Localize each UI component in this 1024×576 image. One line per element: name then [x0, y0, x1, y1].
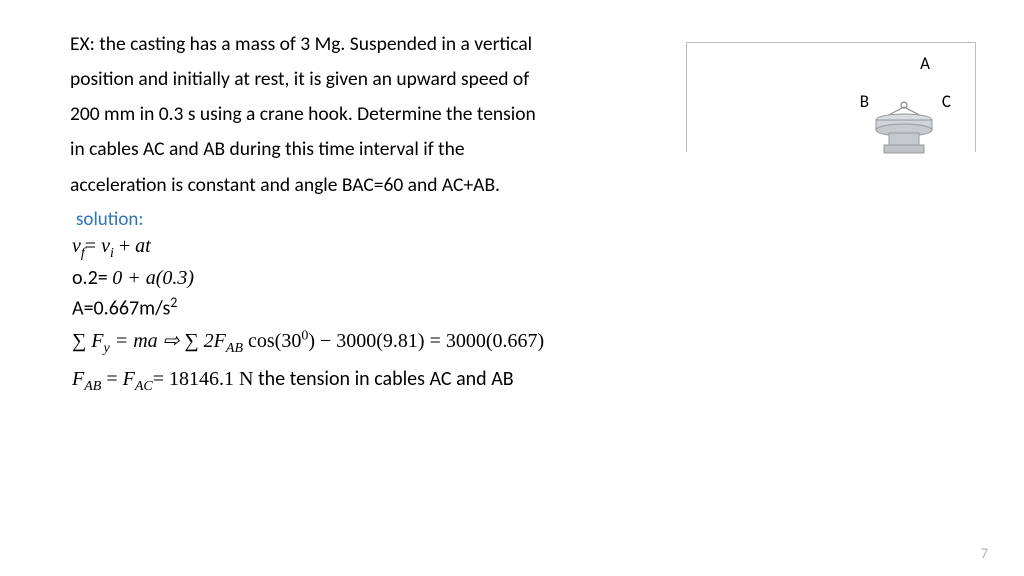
eq-sign: = [85, 235, 101, 257]
sub-AC: AC [135, 379, 153, 394]
var-F: F [91, 330, 103, 352]
plus: + [114, 235, 135, 257]
equation-accel: A=0.667m/s2 [72, 294, 954, 321]
problem-line: acceleration is constant and angle BAC=6… [70, 169, 630, 202]
equation-result: FAB = FAC= 18146.1 N the tension in cabl… [72, 367, 954, 395]
equation-substitution: o.2= 0 + a(0.3) [72, 266, 954, 290]
var-FAC: F [123, 368, 135, 390]
exp-2: 2 [170, 294, 177, 311]
result-val: = 18146.1 N [153, 368, 254, 390]
var-F2: F [214, 330, 226, 352]
label-C: C [942, 91, 951, 112]
figure-casting-diagram: A B C [686, 42, 976, 152]
var-vi: v [101, 235, 110, 257]
label-A: A [920, 53, 930, 74]
equation-kinematics: vf= vi + at [72, 235, 954, 262]
problem-line: in cables AC and AB during this time int… [70, 133, 630, 166]
eq-mid: = [101, 368, 122, 390]
accel-result: A=0.667m/s [72, 296, 170, 320]
sub-AB2: AB [84, 379, 101, 394]
problem-statement: EX: the casting has a mass of 3 Mg. Susp… [70, 28, 630, 202]
equation-sum-fy: ∑ Fy = ma ⇨ ∑ 2FAB cos(300) − 3000(9.81)… [72, 328, 954, 357]
eq-ma: = ma ⇨ ∑ 2 [110, 330, 214, 352]
cos-term: cos(30 [243, 330, 301, 352]
label-B: B [860, 91, 869, 112]
sigma: ∑ [72, 330, 91, 352]
sub-AB: AB [226, 341, 243, 356]
rest: ) − 3000(9.81) = 3000(0.667) [308, 330, 544, 352]
var-at: at [135, 235, 151, 257]
problem-line: 200 mm in 0.3 s using a crane hook. Dete… [70, 98, 630, 131]
casting-icon [869, 95, 939, 157]
problem-line: position and initially at rest, it is gi… [70, 63, 630, 96]
rhs: 0 + a(0.3) [112, 267, 194, 289]
var-FAB: F [72, 368, 84, 390]
result-text: the tension in cables AC and AB [253, 367, 513, 391]
solution-label: solution: [76, 208, 954, 231]
var-vf: v [72, 235, 81, 257]
page-number: 7 [981, 545, 988, 562]
problem-line: EX: the casting has a mass of 3 Mg. Susp… [70, 28, 630, 61]
lhs: o.2= [72, 266, 112, 290]
